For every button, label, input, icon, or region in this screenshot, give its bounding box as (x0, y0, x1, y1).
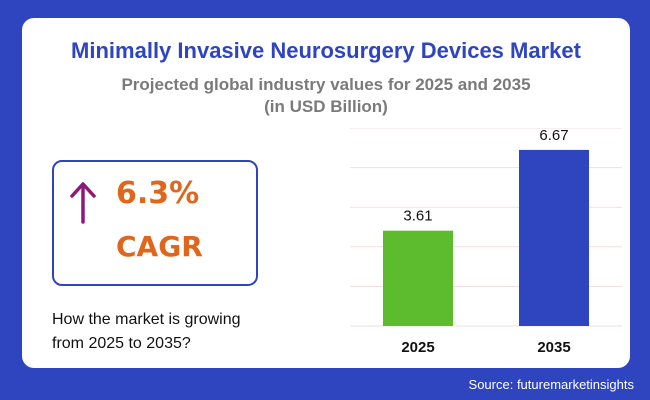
growth-question: How the market is growing from 2025 to 2… (52, 308, 302, 356)
bar-chart: 3.61 2025 6.67 2035 (350, 128, 622, 356)
bar-2035 (519, 149, 589, 326)
bar-2025 (383, 230, 453, 326)
subtitle-line-2: (in USD Billion) (264, 97, 388, 116)
x-tick-label-2025: 2025 (401, 339, 434, 356)
growth-question-line-2: from 2025 to 2035? (52, 335, 191, 352)
source-note: Source: futuremarketinsights (468, 377, 634, 392)
cagr-label: CAGR (116, 230, 203, 263)
cagr-value: 6.3% (116, 176, 200, 211)
data-label-2035: 6.67 (539, 128, 568, 144)
data-label-2025: 3.61 (403, 208, 432, 225)
card: Minimally Invasive Neurosurgery Devices … (22, 18, 630, 368)
page-title: Minimally Invasive Neurosurgery Devices … (71, 38, 581, 63)
subtitle-line-1: Projected global industry values for 202… (121, 75, 531, 94)
x-tick-label-2035: 2035 (537, 339, 570, 356)
cagr-box: 6.3% CAGR (52, 160, 258, 286)
arrow-up-icon (70, 182, 96, 224)
subtitle: Projected global industry values for 202… (22, 74, 630, 118)
growth-question-line-1: How the market is growing (52, 311, 241, 328)
